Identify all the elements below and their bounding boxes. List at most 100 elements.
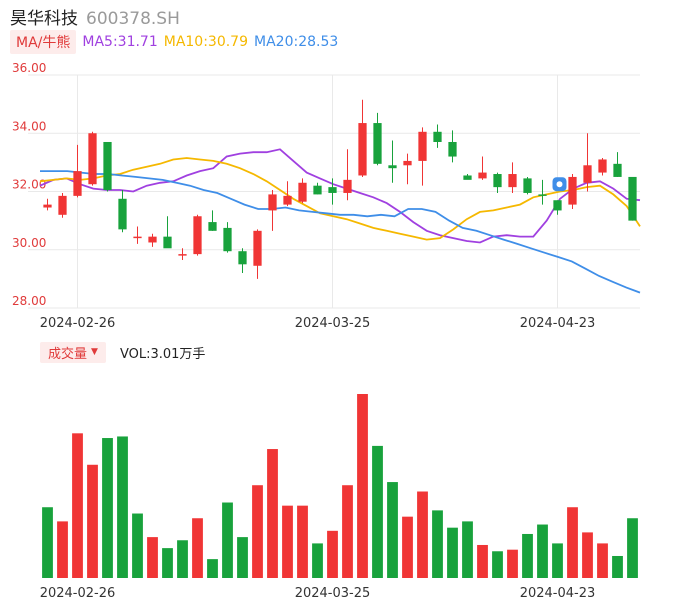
candlesticks: [43, 99, 637, 279]
volume-bar: [177, 540, 188, 578]
candlestick: [583, 133, 592, 192]
volume-x-tick-label: 2024-02-26: [40, 586, 116, 601]
ai-badge[interactable]: [552, 177, 567, 192]
stock-header: 昊华科技 600378.SH: [10, 4, 180, 29]
volume-legend-row: 成交量 ▼ VOL:3.01万手: [40, 341, 205, 363]
candlestick: [403, 153, 412, 185]
volume-bar: [42, 507, 53, 578]
candle-body: [148, 236, 157, 243]
volume-bar: [342, 485, 353, 578]
candlestick: [553, 200, 562, 215]
candlestick: [463, 174, 472, 180]
candlestick: [628, 176, 637, 221]
candle-body: [388, 165, 397, 169]
candle-body: [178, 254, 187, 256]
volume-bar: [552, 543, 563, 578]
candle-body: [283, 195, 292, 205]
candle-body: [433, 131, 442, 142]
candle-body: [268, 194, 277, 211]
y-tick-label: 34.00: [12, 119, 46, 133]
volume-bar: [237, 537, 248, 578]
candle-body: [448, 141, 457, 157]
candle-body: [568, 176, 577, 205]
candle-body: [253, 230, 262, 266]
candle-body: [343, 179, 352, 193]
candle-body: [553, 200, 562, 211]
candle-body: [298, 182, 307, 202]
candlestick: [373, 112, 382, 166]
candle-body: [403, 160, 412, 166]
volume-bar: [327, 530, 338, 578]
candle-body: [478, 172, 487, 179]
candlestick: [58, 192, 67, 218]
candlestick: [163, 216, 172, 249]
candlestick: [478, 156, 487, 180]
candlestick: [238, 248, 247, 274]
volume-bar: [147, 537, 158, 578]
y-tick-label: 36.00: [12, 61, 46, 75]
candlestick: [208, 210, 217, 231]
candlestick: [103, 141, 112, 192]
candle-body: [118, 198, 127, 230]
candle-body: [208, 222, 217, 231]
volume-bar: [627, 518, 638, 578]
volume-bar: [447, 527, 458, 578]
volume-bar: [132, 513, 143, 578]
volume-bar: [87, 464, 98, 578]
candle-body: [58, 195, 67, 215]
candle-body: [463, 175, 472, 180]
candlestick: [328, 178, 337, 205]
x-tick-label: 2024-04-23: [520, 316, 596, 331]
candle-body: [43, 204, 52, 208]
ma-legend-row: MA/牛熊 MA5:31.71 MA10:30.79 MA20:28.53: [10, 30, 344, 54]
candle-body: [373, 123, 382, 164]
caret-down-icon: ▼: [91, 347, 98, 357]
volume-bar: [417, 491, 428, 578]
candlestick: [448, 130, 457, 163]
x-tick-label: 2024-03-25: [295, 316, 371, 331]
moving-average-lines: [39, 148, 641, 294]
candlestick: [43, 198, 52, 211]
candle-body: [133, 236, 142, 239]
candlestick: [613, 152, 622, 177]
ma-switch-button[interactable]: MA/牛熊: [10, 30, 77, 54]
candle-body: [328, 187, 337, 193]
ma20-legend: MA20:28.53: [254, 34, 339, 50]
candlestick: [433, 124, 442, 148]
candlestick: [268, 190, 277, 231]
candlestick: [493, 172, 502, 193]
volume-switch-label: 成交量: [48, 346, 88, 362]
volume-bar: [477, 544, 488, 578]
volume-bar: [267, 449, 278, 578]
y-tick-label: 32.00: [12, 178, 46, 192]
candle-body: [583, 165, 592, 183]
volume-switch-button[interactable]: 成交量 ▼: [40, 341, 106, 363]
candlestick: [283, 181, 292, 207]
candle-body: [538, 194, 547, 196]
candlestick: [343, 149, 352, 201]
volume-bar: [57, 521, 68, 578]
volume-bar: [222, 502, 233, 578]
volume-bar: [597, 543, 608, 578]
candlestick: [523, 176, 532, 195]
volume-bar: [357, 394, 368, 578]
candlestick: [538, 179, 547, 205]
volume-bar: [312, 543, 323, 578]
candlestick: [178, 248, 187, 260]
volume-bar: [537, 524, 548, 578]
candlestick: [73, 144, 82, 198]
volume-bar: [72, 433, 83, 578]
candlestick: [508, 162, 517, 193]
ai-badge-dot: [556, 181, 563, 188]
volume-bar: [102, 438, 113, 578]
volume-bar: [282, 505, 293, 578]
candle-body: [418, 131, 427, 161]
candlestick: [253, 229, 262, 279]
candlestick: [193, 214, 202, 256]
candle-body: [508, 174, 517, 188]
candle-body: [103, 141, 112, 191]
volume-bar: [207, 559, 218, 578]
volume-bar: [522, 533, 533, 578]
volume-bar: [432, 510, 443, 578]
